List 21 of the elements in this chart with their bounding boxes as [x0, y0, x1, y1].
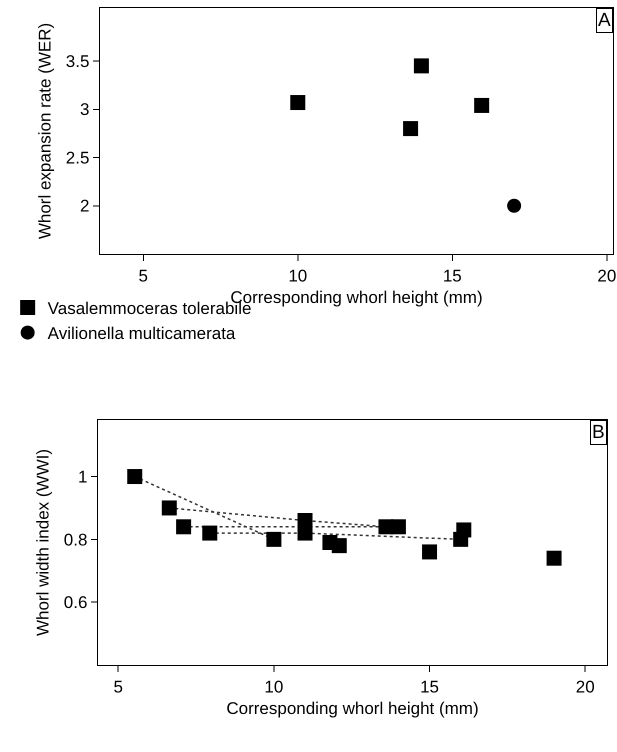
y-tick-label: 0.6: [64, 593, 88, 612]
x-tick-label: 10: [264, 678, 284, 697]
x-tick-label: 20: [597, 266, 616, 286]
annotation: B: [592, 422, 605, 443]
y-tick-label: 0.8: [64, 530, 88, 550]
y-axis-title: Whorl width index (WWI): [33, 448, 52, 636]
y-tick-label: 3.5: [66, 52, 90, 72]
x-axis-title: Corresponding whorl height (mm): [226, 698, 479, 718]
y-tick-label: 3: [80, 100, 90, 120]
x-tick-label: 10: [288, 266, 308, 286]
x-tick-label: 15: [442, 266, 462, 286]
x-tick-label: 15: [420, 678, 440, 697]
y-tick-label: 2: [80, 196, 90, 216]
y-axis-title: Whorl expansion rate (WER): [35, 22, 54, 240]
x-tick-label: 5: [138, 266, 148, 286]
x-tick-label: 5: [114, 678, 123, 697]
annotation: A: [598, 10, 611, 31]
y-tick-label: 1: [78, 467, 88, 486]
x-tick-label: 20: [576, 678, 595, 697]
legend-label: Avilionella multicamerata: [48, 324, 236, 344]
y-tick-label: 2.5: [66, 148, 90, 168]
